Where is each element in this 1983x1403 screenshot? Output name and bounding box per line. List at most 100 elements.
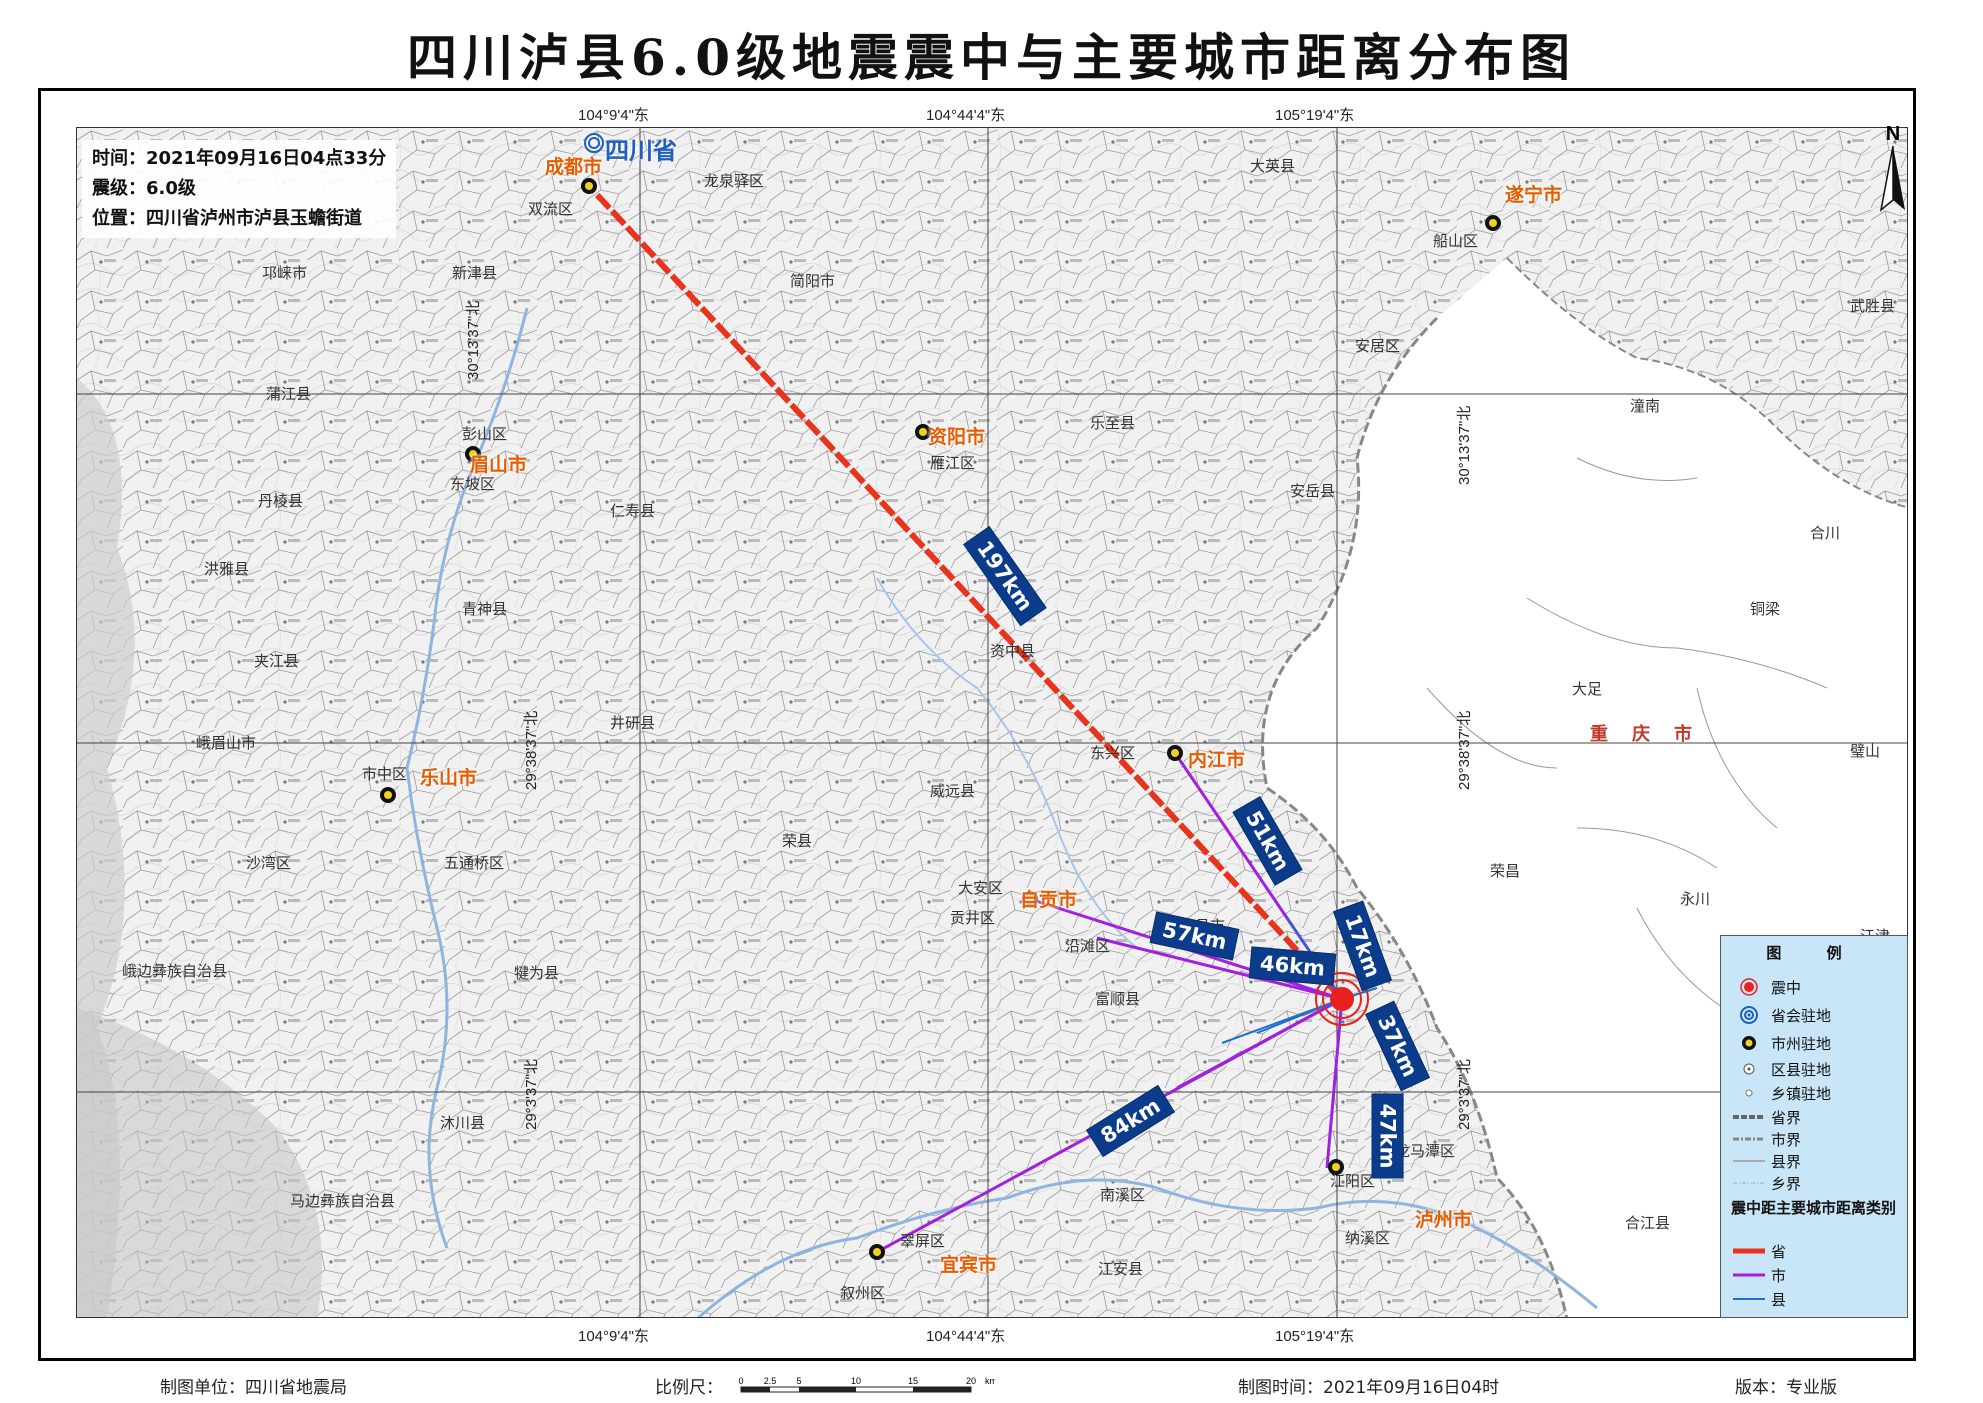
county-label: 武胜县 (1850, 297, 1896, 315)
county-label: 峨眉山市 (196, 734, 257, 752)
scale-tick-label: 5 (796, 1376, 801, 1386)
city-marker (915, 424, 931, 440)
county-label: 纳溪区 (1345, 1229, 1391, 1247)
county-label: 沐川县 (440, 1114, 486, 1132)
city-marker (869, 1244, 885, 1260)
province-border-icon (1733, 1115, 1765, 1119)
distance-label: 47km (1371, 1093, 1404, 1179)
city-label-suining[interactable]: 遂宁市 (1505, 184, 1563, 206)
legend-item: 震中 (1731, 976, 1801, 998)
distance-line (1256, 998, 1343, 1034)
city-marker (581, 178, 597, 194)
county-label: 龙泉驿区 (704, 172, 765, 190)
map-canvas (77, 128, 1907, 1317)
county-label: 江阳区 (1330, 1172, 1376, 1190)
distance-line (1325, 998, 1344, 1169)
scale-tick-label: 10 (851, 1376, 861, 1386)
quake-magnitude: 震级：6.0级 (92, 178, 196, 199)
grid-top-label: 104°9'4"东 (578, 107, 649, 124)
county-label: 威远县 (930, 782, 976, 800)
county-label: 峨边彝族自治县 (122, 962, 228, 980)
county-label: 翠屏区 (900, 1232, 946, 1250)
county-label: 乐至县 (1090, 414, 1136, 432)
county-label: 丹棱县 (258, 492, 304, 510)
county-label: 潼南 (1630, 397, 1661, 415)
county-label: 双流区 (528, 200, 574, 218)
county-label: 夹江县 (254, 652, 300, 670)
province-distance-line-icon (1733, 1248, 1765, 1254)
city-marker (1022, 891, 1038, 907)
legend-label: 市 (1771, 1266, 1787, 1285)
county-label: 安岳县 (1290, 482, 1336, 500)
city-label-leshan[interactable]: 乐山市 (420, 767, 478, 789)
city-marker (1167, 745, 1183, 761)
graticule (77, 128, 1907, 1317)
province-boundary (1506, 257, 1907, 509)
legend-label: 市界 (1771, 1130, 1802, 1149)
grid-left-label: 29°3'37"北 (523, 1059, 540, 1130)
county-label: 沙湾区 (246, 854, 292, 872)
county-label: 青神县 (462, 600, 508, 618)
city-label-meishan[interactable]: 眉山市 (470, 454, 528, 476)
city-label-ziyang[interactable]: 资阳市 (928, 426, 986, 448)
city-label-luzhou[interactable]: 泸州市 (1415, 1209, 1473, 1231)
grid-top-label: 105°19'4"东 (1275, 107, 1355, 124)
legend-label: 县界 (1771, 1152, 1802, 1171)
quake-location: 位置：四川省泸州市泸县玉蟾街道 (92, 208, 362, 229)
north-label: N (1886, 123, 1900, 145)
county-label: 资中县 (990, 642, 1036, 660)
county-boundary (1426, 457, 1828, 1029)
legend-label: 省会驻地 (1771, 1006, 1832, 1025)
legend-label: 市州驻地 (1771, 1034, 1832, 1053)
map-footer: 制图单位：四川省地震局 比例尺： 0 2.5 5 10 15 20 km 制图时间：2021… (0, 1373, 1983, 1403)
map-legend: 图 例 震中 省会驻地 市州驻地 区县驻地 乡镇驻地 省界 市界 县界 乡界 震… (1720, 935, 1908, 1318)
county-label: 荣昌 (1490, 862, 1521, 880)
county-label: 叙州区 (840, 1284, 886, 1302)
scale-label: 比例尺： (655, 1378, 723, 1398)
scale-unit: km (985, 1376, 995, 1386)
river (697, 1178, 1598, 1317)
provincial-capital-marker (584, 133, 604, 153)
grid-left-label: 30°13'37"北 (465, 300, 482, 380)
province-boundary (1261, 316, 1569, 1317)
grid-bottom-label: 104°9'4"东 (578, 1328, 649, 1345)
county-label: 五通桥区 (444, 854, 505, 872)
scale-bar: 0 2.5 5 10 15 20 km (738, 1376, 995, 1393)
grid-top-label: 104°44'4"东 (926, 107, 1006, 124)
county-label: 南溪区 (1100, 1186, 1146, 1204)
county-label: 船山区 (1433, 232, 1479, 250)
county-label: 璧山 (1850, 742, 1881, 760)
city-label-yibin[interactable]: 宜宾市 (940, 1254, 998, 1276)
county-label: 彭山区 (462, 425, 508, 443)
legend-label: 省界 (1771, 1108, 1802, 1127)
city-marker (380, 787, 396, 803)
scale-tick-label: 20 (966, 1376, 976, 1386)
city-label-neijiang[interactable]: 内江市 (1188, 749, 1246, 771)
county-label: 沿滩区 (1065, 937, 1111, 955)
scale-tick-label: 2.5 (764, 1376, 777, 1386)
county-label: 荣县 (782, 832, 813, 850)
legend-label: 乡界 (1771, 1174, 1802, 1193)
city-label-zigong[interactable]: 自贡市 (1020, 889, 1078, 911)
county-label: 大英县 (1250, 157, 1296, 175)
county-label: 犍为县 (514, 964, 560, 982)
earthquake-info-box: 时间：2021年09月16日04点33分 震级：6.0级 位置：四川省泸州市泸县… (82, 140, 397, 238)
chongqing-label: 重庆市 (1590, 724, 1716, 745)
township-border-icon (1733, 1182, 1765, 1184)
map-producer: 制图单位：四川省地震局 (160, 1378, 347, 1398)
legend-item: 市界 (1731, 1128, 1801, 1150)
river (876, 577, 1138, 949)
county-border-icon (1733, 1160, 1765, 1162)
county-label: 仁寿县 (610, 502, 656, 520)
legend-label: 乡镇驻地 (1771, 1084, 1832, 1103)
city-label-chengdu[interactable]: 成都市 (545, 156, 603, 178)
legend-item: 省 (1731, 1240, 1786, 1262)
county-distance-line-icon (1733, 1298, 1765, 1300)
grid-right-label: 29°3'37"北 (1456, 1059, 1473, 1130)
epicenter-icon (1740, 978, 1758, 996)
county-seat-icon (1743, 1063, 1755, 1075)
map-area[interactable] (76, 127, 1908, 1318)
county-label: 蒲江县 (266, 385, 312, 403)
legend-item: 省界 (1731, 1106, 1801, 1128)
quake-time: 时间：2021年09月16日04点33分 (92, 148, 387, 169)
